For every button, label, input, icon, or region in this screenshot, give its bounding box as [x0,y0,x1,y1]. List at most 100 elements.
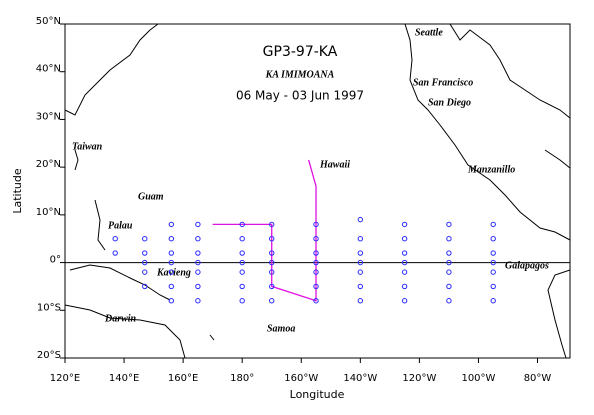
buoy-station [195,259,201,266]
x-tick-label: 100°W [461,373,495,384]
y-axis-label: Latitude [11,168,24,214]
buoy-station [490,298,496,304]
buoy-station [490,236,496,242]
x-tick-label: 120°E [50,373,80,384]
place-label: Darwin [104,313,137,324]
x-tick-label: 180° [230,373,254,384]
buoy-station [446,236,452,242]
buoy-station [195,298,201,304]
buoy-station [446,283,452,290]
place-label: Taiwan [72,141,103,152]
buoy-station [239,298,245,304]
buoy-station [168,298,175,304]
y-tick-label: 20°S [37,350,61,361]
buoy-station [313,269,319,275]
buoy-station [142,236,148,242]
y-tick-label: 0° [50,255,61,266]
coastlines [64,23,571,359]
buoy-station [401,283,408,290]
buoy-station [195,250,201,256]
y-tick-label: 30°N [36,111,61,122]
buoy-station [269,236,275,242]
x-tick-label: 160°E [168,373,198,384]
buoy-station [239,221,245,228]
buoy-station [239,269,245,275]
place-label: Seattle [415,27,443,38]
x-axis-label: Longitude [290,388,345,401]
buoy-station [239,250,245,256]
buoy-station [269,250,275,256]
buoy-station [269,221,275,228]
buoy-station [142,269,148,275]
y-tick-label: 40°N [36,64,61,75]
buoy-station [168,283,175,290]
buoy-station [401,236,408,242]
buoy-station [168,221,175,228]
buoy-station [357,269,364,275]
buoy-station [239,259,245,266]
title: GP3-97-KA [263,44,338,60]
buoy-station [401,250,408,256]
x-tick-label: 140°E [109,373,139,384]
buoy-station [313,298,319,304]
x-tick-label: 160°W [284,373,318,384]
buoy-station [490,250,496,256]
buoy-station [490,259,496,266]
buoy-station [269,298,275,304]
buoy-station [195,236,201,242]
cruise-track [212,159,317,302]
buoy-station [446,269,452,275]
buoy-station [313,221,319,228]
plot-frame [64,23,571,359]
buoy-station [446,250,452,256]
buoy-station [142,250,148,256]
x-tick-label: 120°W [402,373,436,384]
buoy-station [239,283,245,290]
buoy-station [112,236,118,242]
buoy-station [168,236,175,242]
buoy-station [357,216,364,223]
buoy-station [357,298,364,304]
y-tick-label: 10°S [37,302,61,313]
buoy-station [357,283,364,290]
buoy-station [446,298,452,304]
buoy-station [168,250,175,256]
buoy-station [269,283,275,290]
buoy-station [269,259,275,266]
place-label: San Francisco [413,77,473,88]
buoy-station [142,259,148,266]
y-tick-label: 20°N [36,159,61,170]
place-label: Samoa [267,323,295,334]
y-tick-label: 50°N [36,16,61,27]
place-label: Palau [108,220,133,231]
buoy-station [401,269,408,275]
buoy-station [401,259,408,266]
buoy-station [313,283,319,290]
buoy-station [401,298,408,304]
buoy-station [195,221,201,228]
place-label: San Diego [428,97,471,108]
buoy-station [313,236,319,242]
buoy-station [446,221,452,228]
buoy-station [357,236,364,242]
x-tick-label: 80°W [524,373,552,384]
subtitle: KA IMIMOANA [265,69,335,80]
place-label: Guam [138,191,164,202]
place-label: Galapagos [505,260,549,271]
date-range: 06 May - 03 Jun 1997 [236,89,364,103]
y-tick-label: 10°N [36,207,61,218]
buoy-station [239,236,245,242]
buoy-station [313,259,319,266]
buoy-station [168,269,175,275]
buoy-station [490,269,496,275]
buoy-station [168,259,175,266]
buoy-station [490,283,496,290]
buoy-station [357,250,364,256]
place-label: Manzanillo [467,164,515,175]
buoy-station [142,283,148,290]
place-label: Hawaii [319,159,350,170]
buoy-station [112,250,118,256]
buoy-station [401,221,408,228]
buoy-station [269,269,275,275]
